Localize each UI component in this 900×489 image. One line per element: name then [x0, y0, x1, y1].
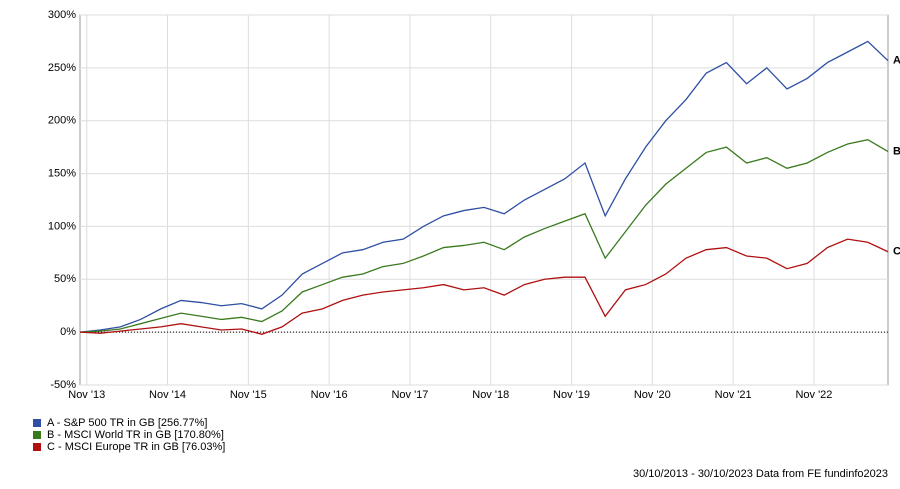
footer: 30/10/2013 - 30/10/2023 Data from FE fun…: [633, 468, 888, 480]
series-end-label: A: [893, 55, 900, 67]
y-tick-label: 0%: [60, 326, 76, 338]
y-tick-label: 300%: [48, 9, 76, 21]
series-end-label: B: [893, 145, 900, 157]
x-tick-label: Nov '22: [795, 389, 832, 401]
x-tick-label: Nov '19: [553, 389, 590, 401]
legend-swatch: [33, 443, 41, 451]
plot-area: [79, 14, 889, 386]
y-tick-label: 250%: [48, 62, 76, 74]
x-tick-label: Nov '21: [715, 389, 752, 401]
y-tick-label: -50%: [50, 379, 76, 391]
line-series: [79, 40, 889, 333]
x-tick-label: Nov '16: [311, 389, 348, 401]
legend-label: C - MSCI Europe TR in GB [76.03%]: [47, 441, 225, 453]
x-tick-label: Nov '13: [68, 389, 105, 401]
x-tick-label: Nov '20: [634, 389, 671, 401]
x-tick-label: Nov '17: [391, 389, 428, 401]
legend-swatch: [33, 419, 41, 427]
legend-swatch: [33, 431, 41, 439]
line-series: [79, 238, 889, 335]
line-series: [79, 139, 889, 333]
legend-label: B - MSCI World TR in GB [170.80%]: [47, 429, 224, 441]
series-end-label: C: [893, 246, 900, 258]
y-tick-label: 150%: [48, 167, 76, 179]
y-tick-label: 100%: [48, 220, 76, 232]
y-tick-label: 50%: [54, 273, 76, 285]
y-tick-label: 200%: [48, 115, 76, 127]
x-tick-label: Nov '18: [472, 389, 509, 401]
x-tick-label: Nov '14: [149, 389, 186, 401]
x-tick-label: Nov '15: [230, 389, 267, 401]
legend-label: A - S&P 500 TR in GB [256.77%]: [47, 417, 207, 429]
